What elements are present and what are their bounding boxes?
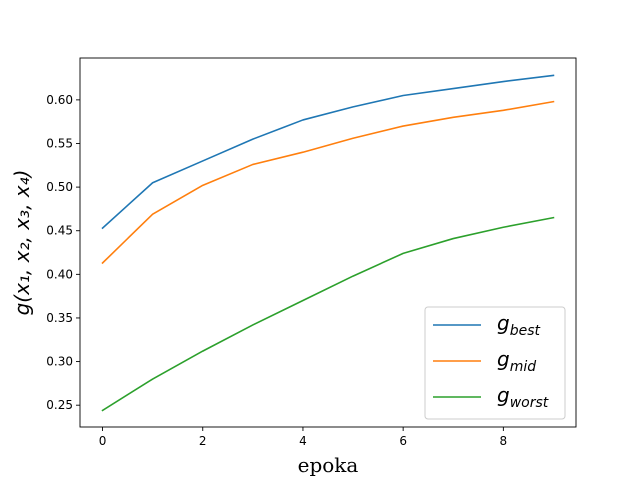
legend-entry-worst: gworst xyxy=(497,383,549,411)
series-line-worst xyxy=(101,216,555,412)
x-tick-label: 6 xyxy=(399,434,407,448)
plot-area: 0 2 4 6 8 0.25 0.30 0.35 0.40 0.45 0.50 0.55 0.60 xyxy=(46,57,577,448)
x-tick-label: 8 xyxy=(500,434,508,448)
y-tick-label: 0.25 xyxy=(46,398,73,412)
x-tick-label: 0 xyxy=(99,434,107,448)
y-axis-label: g(x₁, x₂, x₃, x₄) xyxy=(10,170,34,316)
y-tick-label: 0.35 xyxy=(46,311,73,325)
y-tick-label: 0.60 xyxy=(46,93,73,107)
y-tick-label: 0.55 xyxy=(46,136,73,150)
series-line-best xyxy=(101,74,555,230)
legend-box xyxy=(424,306,566,420)
legend-entry-mid: gmid xyxy=(497,347,536,375)
series-line-mid xyxy=(101,100,555,265)
legend: gbest gmid gworst xyxy=(424,306,566,420)
x-tick-label: 2 xyxy=(199,434,207,448)
x-tick-label: 4 xyxy=(299,434,307,448)
y-tick-label: 0.50 xyxy=(46,180,73,194)
y-tick-label: 0.40 xyxy=(46,267,73,281)
x-axis-label: epoka xyxy=(298,453,359,477)
legend-entry-best: gbest xyxy=(497,311,540,339)
y-tick-label: 0.30 xyxy=(46,355,73,369)
y-tick-label: 0.45 xyxy=(46,224,73,238)
axes-frame xyxy=(79,57,577,428)
